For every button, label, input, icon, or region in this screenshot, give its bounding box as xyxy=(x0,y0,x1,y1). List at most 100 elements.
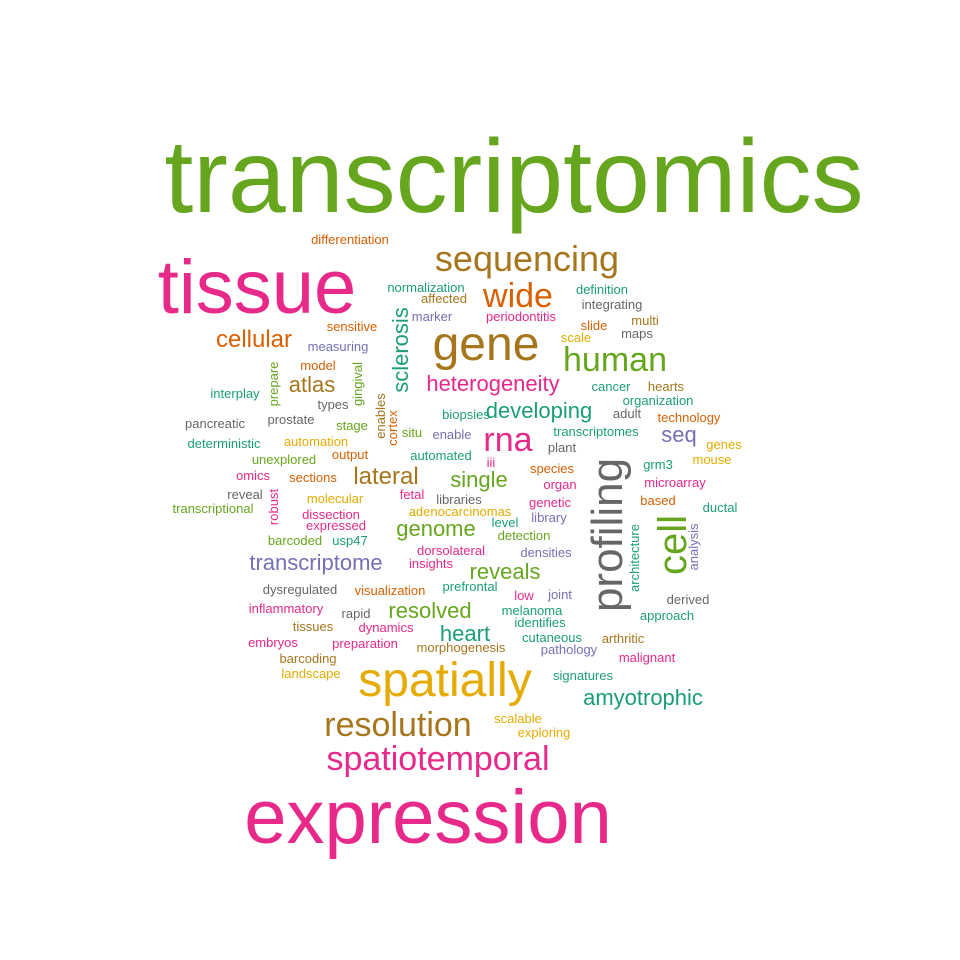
word-resolution: resolution xyxy=(324,706,471,744)
word-species: species xyxy=(530,461,575,476)
word-cancer: cancer xyxy=(591,379,631,394)
word-genes: genes xyxy=(706,437,742,452)
word-mouse: mouse xyxy=(692,452,731,467)
word-model: model xyxy=(300,358,336,373)
word-tissues: tissues xyxy=(293,619,334,634)
word-integrating: integrating xyxy=(582,297,643,312)
word-automation: automation xyxy=(284,434,348,449)
word-reveal: reveal xyxy=(227,487,263,502)
word-identifies: identifies xyxy=(514,615,566,630)
word-sections: sections xyxy=(289,470,337,485)
word-visualization: visualization xyxy=(355,583,426,598)
word-low: low xyxy=(514,588,534,603)
word-unexplored: unexplored xyxy=(252,452,316,467)
word-wide: wide xyxy=(482,277,553,315)
word-transcriptomics: transcriptomics xyxy=(164,119,863,235)
word-organ: organ xyxy=(543,477,576,492)
word-transcriptional: transcriptional xyxy=(173,501,254,516)
word-omics: omics xyxy=(236,468,270,483)
word-adenocarcinomas: adenocarcinomas xyxy=(409,504,512,519)
word-enable: enable xyxy=(432,427,471,442)
word-situ: situ xyxy=(402,425,422,440)
word-preparation: preparation xyxy=(332,636,398,651)
word-gingival: gingival xyxy=(350,362,365,406)
word-joint: joint xyxy=(547,587,572,602)
word-exploring: exploring xyxy=(518,725,571,740)
word-signatures: signatures xyxy=(553,668,613,683)
word-deterministic: deterministic xyxy=(188,436,261,451)
word-sequencing: sequencing xyxy=(435,238,619,279)
word-dorsolateral: dorsolateral xyxy=(417,543,485,558)
word-technology: technology xyxy=(658,410,721,425)
word-biopsies: biopsies xyxy=(442,407,490,422)
word-spatially: spatially xyxy=(358,654,531,707)
word-based: based xyxy=(640,493,675,508)
word-developing: developing xyxy=(486,398,592,423)
word-molecular: molecular xyxy=(307,491,364,506)
word-affected: affected xyxy=(421,291,467,306)
word-spatiotemporal: spatiotemporal xyxy=(326,740,549,778)
word-detection: detection xyxy=(498,528,551,543)
word-genome: genome xyxy=(396,516,476,541)
word-rna: rna xyxy=(483,421,532,459)
word-approach: approach xyxy=(640,608,694,623)
word-reveals: reveals xyxy=(470,559,541,584)
word-barcoded: barcoded xyxy=(268,533,322,548)
word-prefrontal: prefrontal xyxy=(443,579,498,594)
word-prepare: prepare xyxy=(266,362,281,407)
word-sclerosis: sclerosis xyxy=(388,307,413,393)
word-expression: expression xyxy=(244,775,612,860)
word-usp47: usp47 xyxy=(332,533,367,548)
word-plant: plant xyxy=(548,440,577,455)
word-human: human xyxy=(563,341,667,379)
word-architecture: architecture xyxy=(627,524,642,592)
word-maps: maps xyxy=(621,326,653,341)
word-seq: seq xyxy=(661,422,696,447)
word-dysregulated: dysregulated xyxy=(263,582,337,597)
word-scalable: scalable xyxy=(494,711,542,726)
word-atlas: atlas xyxy=(289,372,335,397)
word-normalization: normalization xyxy=(387,280,464,295)
word-cutaneous: cutaneous xyxy=(522,630,582,645)
word-dynamics: dynamics xyxy=(359,620,414,635)
word-sensitive: sensitive xyxy=(327,319,378,334)
word-definition: definition xyxy=(576,282,628,297)
word-densities: densities xyxy=(520,545,572,560)
word-robust: robust xyxy=(266,489,281,526)
word-adult: adult xyxy=(613,406,642,421)
word-arthritic: arthritic xyxy=(602,631,645,646)
word-measuring: measuring xyxy=(308,339,369,354)
word-cortex: cortex xyxy=(385,410,400,446)
word-level: level xyxy=(492,515,519,530)
word-iii: iii xyxy=(487,455,496,470)
word-scale: scale xyxy=(561,330,591,345)
word-hearts: hearts xyxy=(648,379,685,394)
word-genetic: genetic xyxy=(529,495,571,510)
word-cell: cell xyxy=(651,515,695,575)
word-organization: organization xyxy=(623,393,694,408)
word-interplay: interplay xyxy=(210,386,260,401)
word-pathology: pathology xyxy=(541,642,598,657)
word-tissue: tissue xyxy=(158,245,357,330)
word-morphogenesis: morphogenesis xyxy=(417,640,506,655)
word-analysis: analysis xyxy=(686,523,701,570)
word-melanoma: melanoma xyxy=(502,603,563,618)
word-barcoding: barcoding xyxy=(279,651,336,666)
word-differentiation: differentiation xyxy=(311,232,389,247)
word-stage: stage xyxy=(336,418,368,433)
word-resolved: resolved xyxy=(388,598,471,623)
word-landscape: landscape xyxy=(281,666,340,681)
word-microarray: microarray xyxy=(644,475,706,490)
word-heart: heart xyxy=(440,621,490,646)
word-grm3: grm3 xyxy=(643,457,673,472)
word-output: output xyxy=(332,447,369,462)
word-automated: automated xyxy=(410,448,471,463)
word-ductal: ductal xyxy=(703,500,738,515)
word-rapid: rapid xyxy=(342,606,371,621)
word-periodontitis: periodontitis xyxy=(486,309,557,324)
word-types: types xyxy=(317,397,349,412)
word-transcriptomes: transcriptomes xyxy=(553,424,639,439)
word-inflammatory: inflammatory xyxy=(249,601,324,616)
word-profiling: profiling xyxy=(583,458,632,612)
